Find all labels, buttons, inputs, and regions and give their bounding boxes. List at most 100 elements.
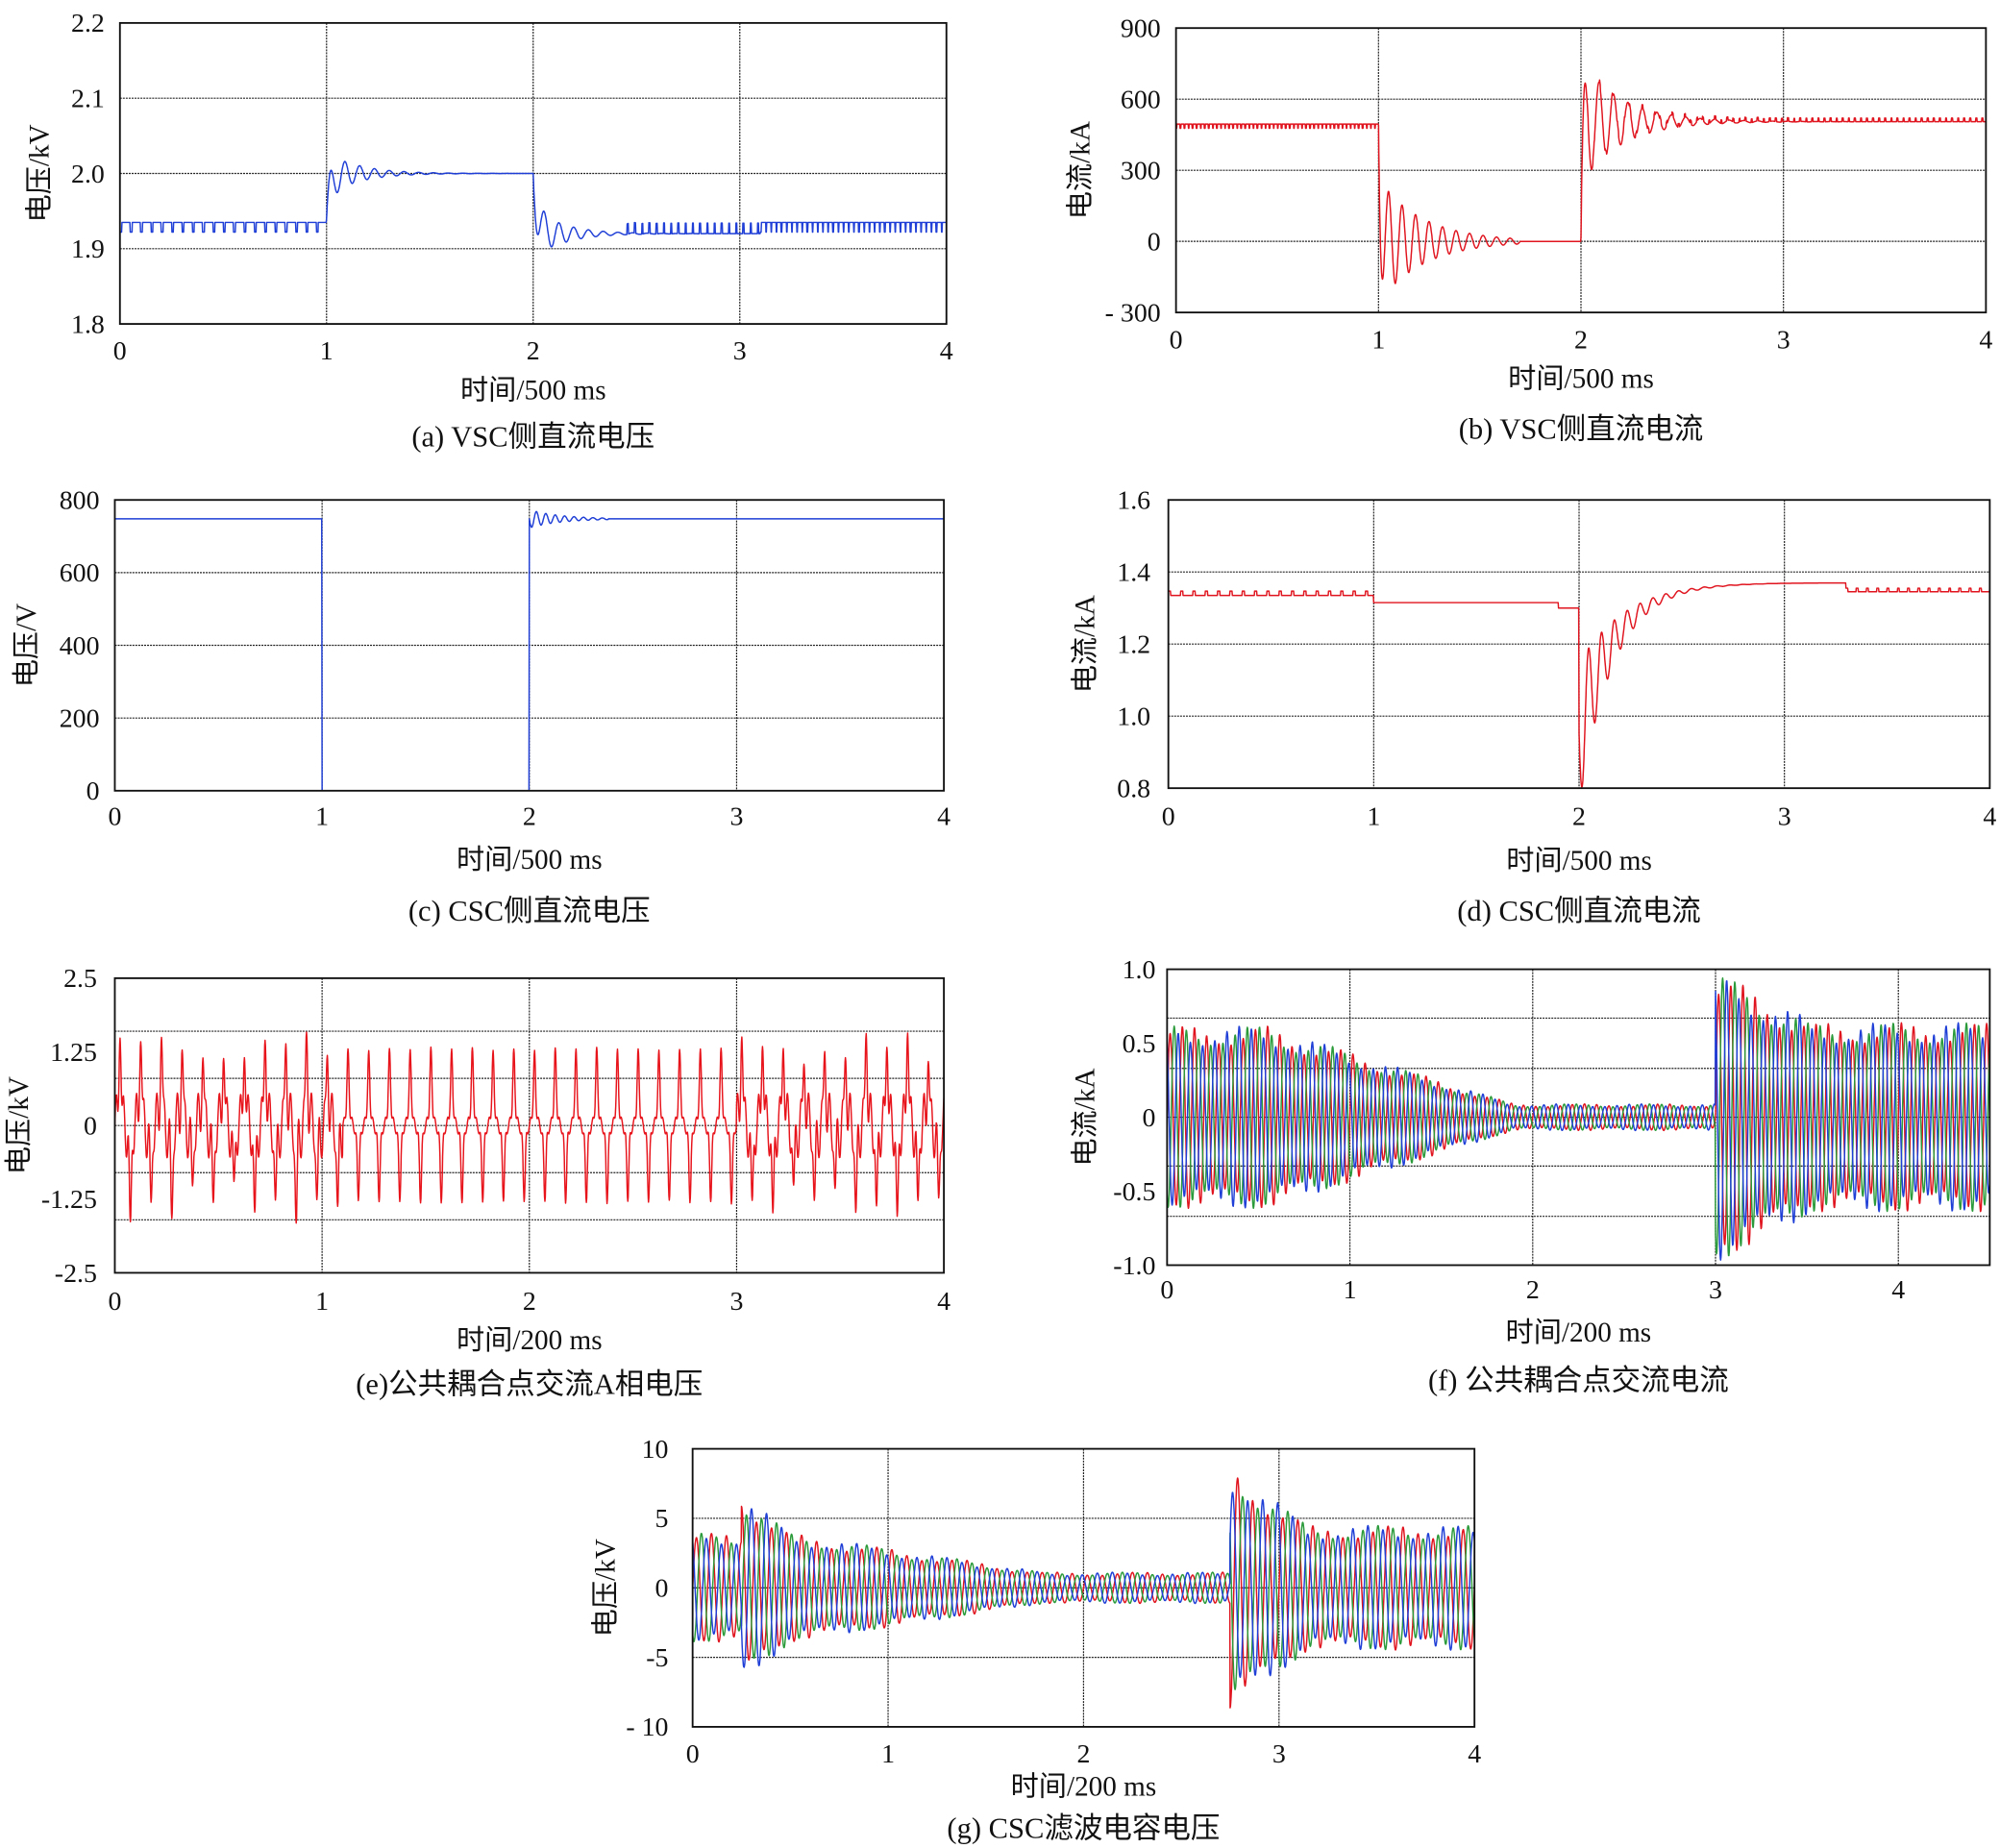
x-tick-label: 2 bbox=[1526, 1275, 1540, 1305]
y-tick-label: 10 bbox=[642, 1435, 669, 1465]
series-line bbox=[114, 1031, 945, 1224]
y-tick-label: 1.2 bbox=[1117, 629, 1150, 659]
x-tick-label: 0 bbox=[1170, 325, 1183, 355]
x-axis-label: 时间/200 ms bbox=[1506, 1317, 1652, 1348]
y-tick-label: 2.2 bbox=[71, 9, 105, 38]
y-tick-label: 1.6 bbox=[1117, 486, 1150, 516]
x-tick-label: 3 bbox=[1777, 325, 1790, 355]
x-tick-label: 4 bbox=[937, 1287, 951, 1317]
y-tick-label: 1.25 bbox=[50, 1038, 97, 1068]
y-tick-label: 1.8 bbox=[71, 309, 105, 339]
x-tick-label: 1 bbox=[1367, 802, 1380, 832]
chart-caption: (a) VSC侧直流电压 bbox=[411, 420, 654, 453]
x-axis-label: 时间/500 ms bbox=[460, 374, 606, 406]
y-tick-label: 400 bbox=[60, 631, 100, 661]
x-tick-label: 4 bbox=[1891, 1275, 1905, 1305]
y-tick-label: 900 bbox=[1121, 13, 1161, 43]
y-axis-label: 电压/V bbox=[11, 604, 42, 688]
x-tick-label: 1 bbox=[1371, 325, 1385, 355]
plot-frame bbox=[1174, 27, 1988, 314]
chart-panel-c: 0 1 2 3 4 800 600 400 200 0 时间/500 ms 电压/V (c) CSC侧直… bbox=[11, 486, 951, 928]
y-axis-label: 电压/kV bbox=[3, 1076, 35, 1174]
series-line bbox=[1175, 79, 1987, 284]
x-axis-label: 时间/200 ms bbox=[457, 1324, 603, 1356]
y-tick-label: 1.9 bbox=[71, 234, 105, 264]
x-tick-label: 0 bbox=[109, 1287, 122, 1317]
y-tick-label: -5 bbox=[646, 1643, 668, 1673]
chart-caption: (b) VSC侧直流电流 bbox=[1459, 413, 1704, 446]
x-tick-label: 1 bbox=[1344, 1275, 1357, 1305]
x-axis-label: 时间/500 ms bbox=[457, 844, 603, 875]
chart-caption: (d) CSC侧直流电流 bbox=[1457, 895, 1700, 927]
y-tick-label: -0.5 bbox=[1113, 1177, 1155, 1207]
x-tick-label: 3 bbox=[729, 1287, 743, 1317]
y-tick-label: - 300 bbox=[1105, 298, 1161, 328]
x-tick-label: 0 bbox=[109, 802, 122, 832]
x-tick-label: 2 bbox=[523, 802, 536, 832]
plot-frame bbox=[113, 976, 946, 1274]
y-tick-label: 800 bbox=[60, 486, 100, 516]
x-tick-label: 4 bbox=[1983, 802, 1996, 832]
y-tick-label: 0 bbox=[86, 776, 100, 806]
x-tick-label: 2 bbox=[1076, 1739, 1090, 1769]
x-tick-label: 3 bbox=[1778, 802, 1791, 832]
x-tick-label: 1 bbox=[320, 336, 333, 366]
series-line bbox=[119, 160, 947, 248]
x-tick-label: 4 bbox=[940, 336, 953, 366]
series-line bbox=[1168, 581, 1990, 788]
chart-panel-d: 0 1 2 3 4 1.6 1.4 1.2 1.0 0.8 时间/500 ms 电流/kA (d) CS… bbox=[1070, 486, 1997, 928]
y-tick-label: 200 bbox=[60, 703, 100, 733]
y-tick-label: 1.4 bbox=[1117, 558, 1150, 588]
series-line-phase-c bbox=[692, 1491, 1475, 1679]
x-tick-label: 2 bbox=[1572, 802, 1586, 832]
chart-panel-f: 0 1 2 3 4 1.0 0.5 0 -0.5 -1.0 时间/200 ms 电流/kA (f) 公共… bbox=[1070, 955, 1991, 1397]
y-axis-label: 电压/kV bbox=[590, 1539, 622, 1637]
y-tick-label: -1.0 bbox=[1113, 1251, 1155, 1281]
x-tick-label: 2 bbox=[527, 336, 540, 366]
y-axis-label: 电压/kV bbox=[23, 124, 55, 222]
x-tick-label: 3 bbox=[1709, 1275, 1722, 1305]
y-tick-label: 0 bbox=[1148, 227, 1161, 257]
plot-frame bbox=[691, 1447, 1476, 1728]
x-tick-label: 0 bbox=[1160, 1275, 1173, 1305]
x-tick-label: 1 bbox=[315, 802, 329, 832]
y-tick-label: 0.5 bbox=[1123, 1029, 1156, 1059]
y-tick-label: 2.0 bbox=[71, 160, 105, 189]
x-tick-label: 2 bbox=[523, 1287, 536, 1317]
x-tick-label: 3 bbox=[733, 336, 747, 366]
y-tick-label: 0 bbox=[84, 1111, 97, 1141]
y-axis-label: 电流/kA bbox=[1070, 1068, 1101, 1166]
y-tick-label: 0 bbox=[655, 1574, 669, 1604]
chart-panel-a: 0 1 2 3 4 2.2 2.1 2.0 1.9 1.8 时间/500 ms 电压/kV (a) VS… bbox=[23, 9, 952, 453]
chart-caption: (g) CSC滤波电容电压 bbox=[947, 1811, 1220, 1844]
chart-caption: (c) CSC侧直流电压 bbox=[408, 895, 651, 927]
y-axis-label: 电流/kA bbox=[1070, 595, 1101, 693]
x-axis-label: 时间/500 ms bbox=[1506, 845, 1652, 876]
x-tick-label: 0 bbox=[113, 336, 127, 366]
chart-panel-b: 0 1 2 3 4 900 600 300 0 - 300 时间/500 ms 电流/kA (b) VS… bbox=[1064, 13, 1992, 445]
y-tick-label: 1.0 bbox=[1117, 702, 1150, 731]
x-axis-label: 时间/200 ms bbox=[1011, 1771, 1157, 1803]
series-line-phase-a bbox=[1167, 984, 1990, 1251]
x-tick-label: 0 bbox=[1162, 802, 1175, 832]
plot-frame bbox=[1166, 968, 1991, 1267]
y-tick-label: 0.8 bbox=[1117, 774, 1150, 803]
y-axis-label: 电流/kA bbox=[1064, 121, 1096, 219]
plot-frame bbox=[118, 21, 948, 326]
series-line-phase-a bbox=[692, 1477, 1475, 1709]
series-line-phase-b bbox=[692, 1495, 1475, 1690]
y-tick-label: 1.0 bbox=[1123, 955, 1156, 985]
x-tick-label: 0 bbox=[686, 1739, 700, 1769]
x-tick-label: 3 bbox=[729, 802, 743, 832]
y-tick-label: 2.5 bbox=[63, 964, 97, 994]
x-tick-label: 2 bbox=[1574, 325, 1588, 355]
chart-caption: (e)公共耦合点交流A相电压 bbox=[356, 1368, 703, 1401]
series-line bbox=[114, 510, 945, 792]
y-tick-label: 0 bbox=[1142, 1103, 1155, 1133]
x-axis-label: 时间/500 ms bbox=[1508, 362, 1654, 394]
x-tick-label: 4 bbox=[1979, 325, 1992, 355]
chart-panel-e: 0 1 2 3 4 2.5 1.25 0 -1.25 -2.5 时间/200 ms 电压/kV (e)公… bbox=[3, 964, 951, 1400]
x-tick-label: 4 bbox=[1468, 1739, 1481, 1769]
plot-frame bbox=[1167, 499, 1991, 790]
